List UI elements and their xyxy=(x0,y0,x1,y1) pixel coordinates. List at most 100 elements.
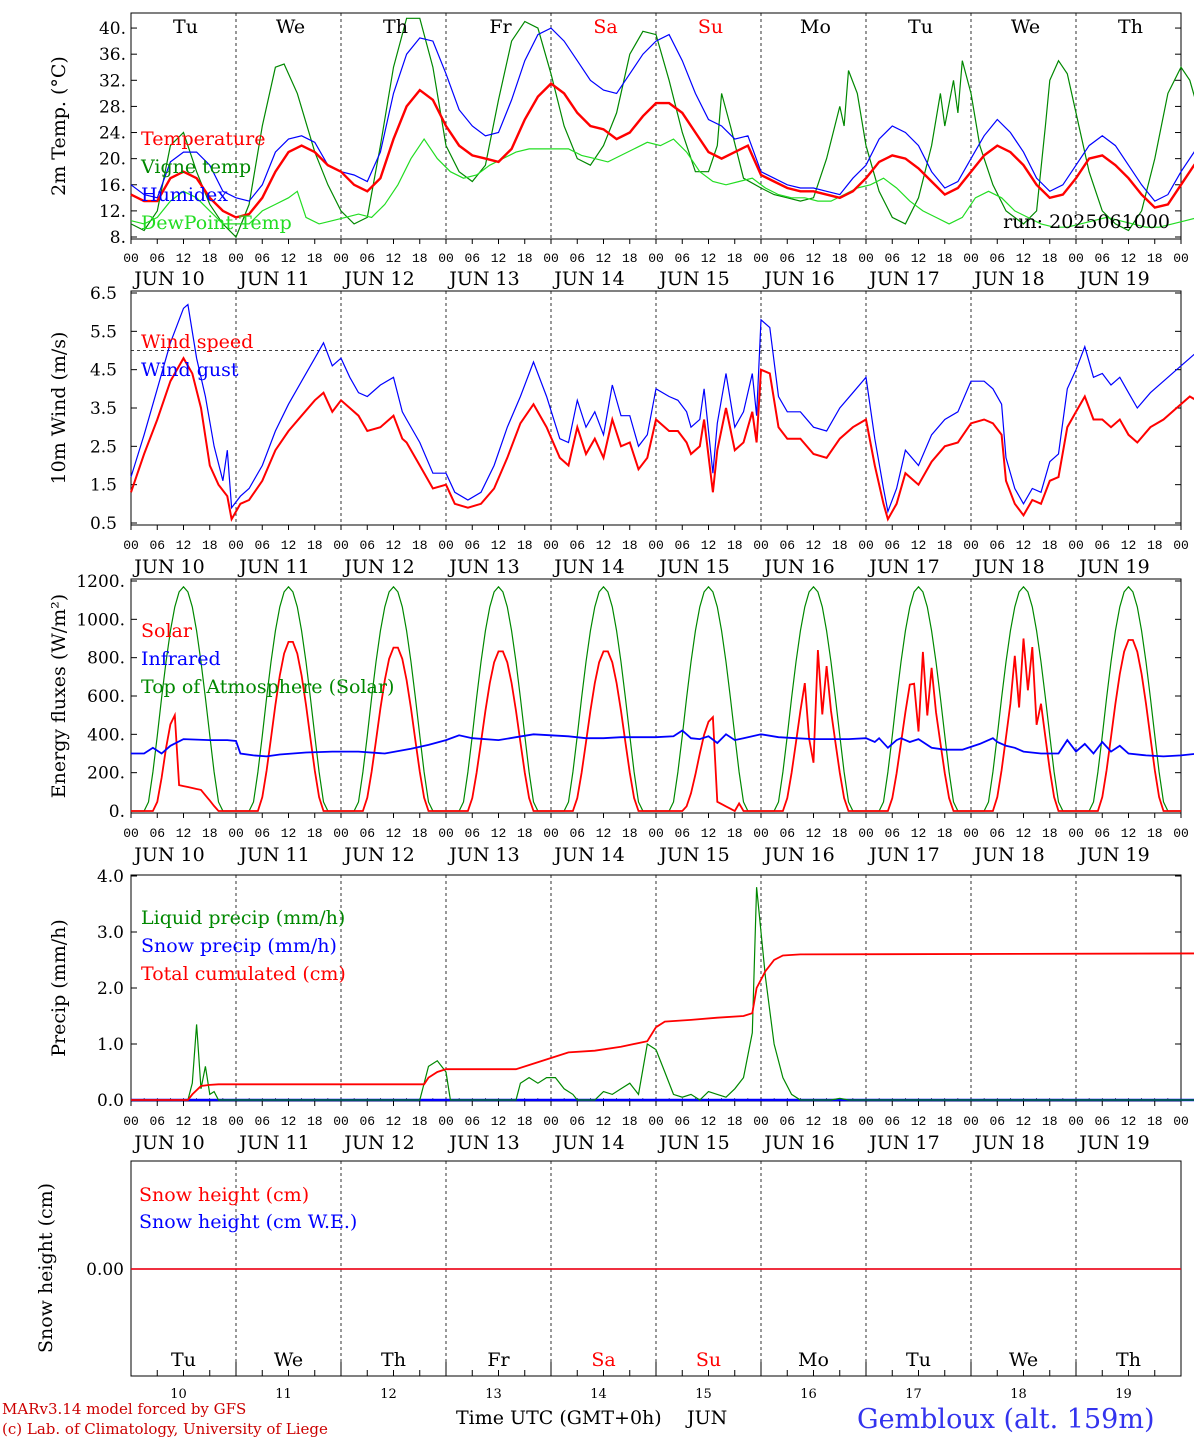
snow-day-number: 14 xyxy=(590,1387,607,1402)
wind-time-axis: 00 06 12 18 JUN 10 00 06 12 18 JUN 11 00 06 12 18 JUN … xyxy=(123,525,1189,578)
snow-y-axis-label: Snow height (cm) xyxy=(35,1183,57,1353)
precip-hour-label: 00 xyxy=(228,1114,244,1129)
temp-date-label: JUN 18 xyxy=(972,268,1044,290)
wind-hour-label: 06 xyxy=(989,538,1005,553)
temp-hour-label: 06 xyxy=(149,251,165,266)
temp-legend-entry: Humidex xyxy=(141,184,228,206)
energy-hour-label: 00 xyxy=(753,826,769,841)
temp-legend-entry: Vigne temp xyxy=(140,156,251,178)
energy-legend-entry: Infrared xyxy=(141,648,221,670)
precip-time-axis: 00 06 12 18 JUN 10 00 06 12 18 JUN 11 00 06 12 18 JUN … xyxy=(123,1101,1189,1154)
credit-model: MARv3.14 model forced by GFS xyxy=(2,1400,246,1418)
temp-hour-label: 12 xyxy=(701,251,717,266)
temp-time-axis: 00 06 12 18 JUN 10 00 06 12 18 JUN 11 00 06 12 18 JUN … xyxy=(123,239,1189,290)
temp-legend-entry: DewPoint Temp xyxy=(141,212,292,234)
energy-date-label: JUN 17 xyxy=(867,844,939,866)
energy-hour-label: 18 xyxy=(202,826,218,841)
snow-day-number: 10 xyxy=(170,1387,187,1402)
precip-hour-label: 18 xyxy=(202,1114,218,1129)
temp-hour-label: 00 xyxy=(858,251,874,266)
energy-y-tick-label: 400. xyxy=(87,725,125,745)
precip-date-label: JUN 19 xyxy=(1077,1132,1149,1154)
snow-day-number: 18 xyxy=(1010,1387,1027,1402)
temp-dow-label: Fr xyxy=(489,16,512,38)
wind-y-tick-label: 1.5 xyxy=(90,476,117,496)
temp-hour-label: 00 xyxy=(648,251,664,266)
temp-hour-label: 12 xyxy=(1016,251,1032,266)
energy-date-label: JUN 11 xyxy=(237,844,309,866)
energy-legend-entry: Solar xyxy=(141,620,193,642)
temp-date-label: JUN 13 xyxy=(447,268,519,290)
wind-hour-label: 06 xyxy=(359,538,375,553)
energy-date-label: JUN 12 xyxy=(342,844,414,866)
wind-hour-label: 00 xyxy=(648,538,664,553)
temp-date-label: JUN 12 xyxy=(342,268,414,290)
precip-hour-label: 18 xyxy=(517,1114,533,1129)
energy-date-label: JUN 13 xyxy=(447,844,519,866)
temp-dow-label: We xyxy=(276,16,305,38)
precip-y-tick-label: 1.0 xyxy=(97,1035,124,1055)
temp-line-dewpoint-temp xyxy=(130,138,1194,228)
temp-y-tick-label: 24. xyxy=(99,124,126,144)
temp-line-humidex xyxy=(130,27,1194,202)
temp-hour-label: 06 xyxy=(989,251,1005,266)
wind-line-speed xyxy=(130,356,1194,523)
credit-lab: (c) Lab. of Climatology, University of L… xyxy=(2,1420,328,1438)
energy-legend: Solar Infrared Top of Atmosphere (Solar) xyxy=(141,620,394,698)
temp-dow-label: Mo xyxy=(800,16,831,38)
energy-hour-label: 12 xyxy=(701,826,717,841)
energy-y-tick-label: 1200. xyxy=(76,572,125,592)
wind-y-tick-label: 4.5 xyxy=(90,361,117,381)
precip-hour-label: 00 xyxy=(648,1114,664,1129)
wind-hour-label: 06 xyxy=(569,538,585,553)
wind-hour-label: 06 xyxy=(254,538,270,553)
temp-y-tick-label: 16. xyxy=(99,176,126,196)
temp-hour-label: 18 xyxy=(727,251,743,266)
temp-hour-label: 12 xyxy=(596,251,612,266)
wind-hour-label: 18 xyxy=(412,538,428,553)
snow-dow-label: We xyxy=(274,1349,303,1371)
precip-legend-entry: Total cumulated (cm) xyxy=(141,963,346,985)
wind-hour-label: 18 xyxy=(517,538,533,553)
snow-day-number: 12 xyxy=(380,1387,397,1402)
wind-y-axis: 0.5 1.5 2.5 3.5 4.5 5.5 6.5 10m Wind (m/s) xyxy=(48,284,1181,534)
x-axis-title: Time UTC (GMT+0h) xyxy=(456,1407,662,1429)
precip-hour-label: 12 xyxy=(806,1114,822,1129)
temp-hour-label: 00 xyxy=(438,251,454,266)
wind-hour-label: 12 xyxy=(701,538,717,553)
wind-hour-label: 18 xyxy=(622,538,638,553)
energy-hour-label: 06 xyxy=(989,826,1005,841)
wind-hour-label: 00 xyxy=(753,538,769,553)
x-axis-month: JUN xyxy=(685,1407,727,1429)
energy-date-label: JUN 10 xyxy=(132,844,204,866)
temp-hour-label: 18 xyxy=(622,251,638,266)
precip-hour-label: 06 xyxy=(569,1114,585,1129)
temp-y-tick-label: 20. xyxy=(99,150,126,170)
wind-hour-label: 18 xyxy=(1147,538,1163,553)
precip-series xyxy=(131,887,1194,1102)
snow-day-number: 11 xyxy=(275,1387,292,1402)
temp-y-tick-label: 8. xyxy=(110,228,126,248)
temp-series xyxy=(130,17,1194,239)
energy-line-solar xyxy=(131,638,1181,813)
wind-y-tick-label: 2.5 xyxy=(90,437,117,457)
precip-date-label: JUN 17 xyxy=(867,1132,939,1154)
wind-y-axis-label: 10m Wind (m/s) xyxy=(48,332,70,485)
wind-y-tick-label: 5.5 xyxy=(90,322,117,342)
temp-hour-label: 00 xyxy=(123,251,139,266)
temp-legend-entry: Temperature xyxy=(141,128,265,150)
temp-hour-label: 18 xyxy=(517,251,533,266)
precip-hour-label: 06 xyxy=(779,1114,795,1129)
temp-hour-label: 06 xyxy=(569,251,585,266)
temp-hour-label: 06 xyxy=(674,251,690,266)
temp-hour-label: 06 xyxy=(359,251,375,266)
energy-hour-label: 12 xyxy=(1016,826,1032,841)
energy-hour-label: 06 xyxy=(359,826,375,841)
temp-y-axis: 8. 12. 16. 20. 24. 28. 32. 36. 40. 2m Temp. (°C) xyxy=(48,19,1181,248)
energy-hour-label: 18 xyxy=(1147,826,1163,841)
snow-legend-entry: Snow height (cm W.E.) xyxy=(139,1211,357,1233)
wind-hour-label: 00 xyxy=(438,538,454,553)
precip-hour-label: 00 xyxy=(858,1114,874,1129)
wind-hour-label: 12 xyxy=(491,538,507,553)
temp-hour-label: 12 xyxy=(281,251,297,266)
